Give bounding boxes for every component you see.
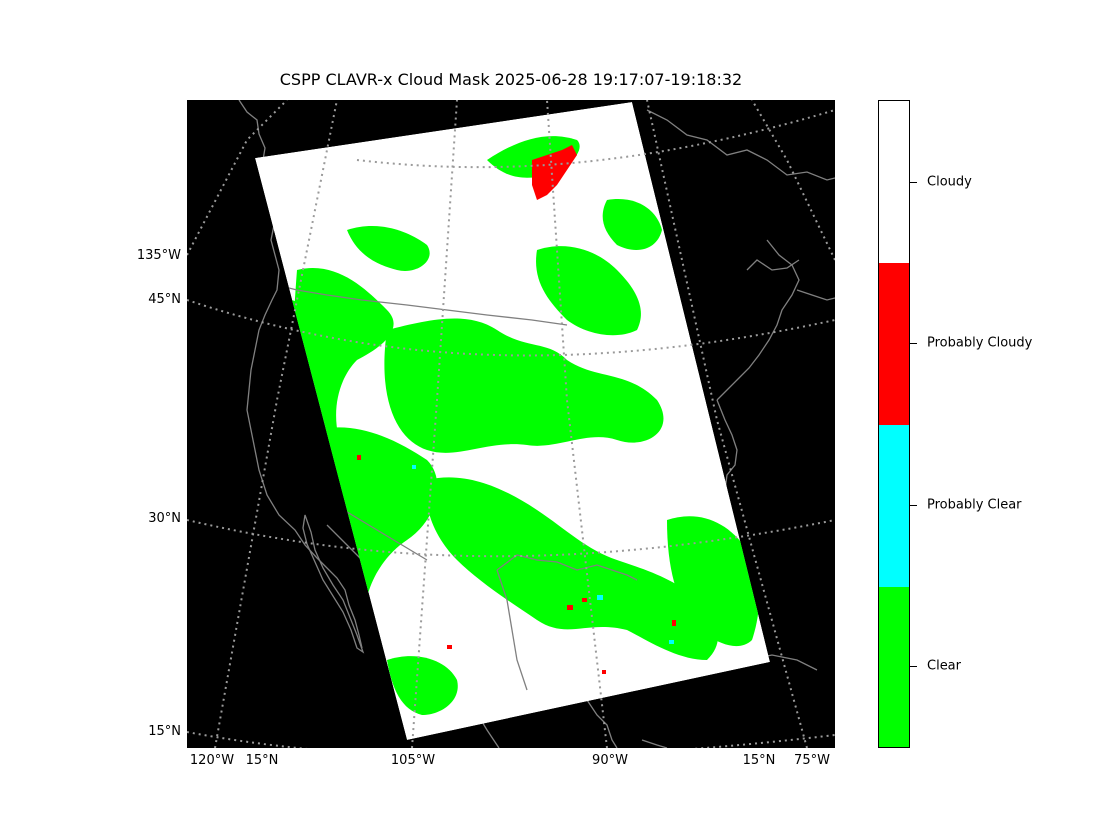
gridline-60w xyxy=(751,100,835,261)
gridline-105w xyxy=(411,100,458,748)
coastline-nova-scotia xyxy=(796,289,835,301)
left-tick-30n: 30°N xyxy=(148,511,181,526)
left-tick-135w: 135°W xyxy=(136,248,181,263)
coastline-hudson xyxy=(746,259,800,271)
coastline-baja xyxy=(302,514,365,654)
plot-title: CSPP CLAVR-x Cloud Mask 2025-06-28 19:17… xyxy=(279,70,743,89)
colorbar-label-probably-cloudy: Probably Cloudy xyxy=(927,335,1033,351)
colorbar-segment-clear xyxy=(879,587,909,747)
bottom-tick-90w: 90°W xyxy=(592,753,628,768)
colorbar-label-probably-clear: Probably Clear xyxy=(927,497,1022,513)
colorbar-segment-probably-clear xyxy=(879,425,909,587)
map-panel xyxy=(187,100,835,748)
gridline-15n xyxy=(187,731,835,748)
coastline-yucatan xyxy=(586,699,618,748)
bottom-tick-15n-right: 15°N xyxy=(742,753,776,768)
colorbar-tick-clear xyxy=(910,666,917,667)
coastline-northeast xyxy=(646,109,835,181)
gridline-45n xyxy=(187,299,835,357)
bottom-tick-120w: 120°W xyxy=(189,753,235,768)
colorbar-tick-cloudy xyxy=(910,182,917,183)
left-tick-45n: 45°N xyxy=(148,292,181,307)
colorbar-tick-probably-clear xyxy=(910,505,917,506)
probably-clear-areas xyxy=(412,465,674,644)
colorbar-segment-probably-cloudy xyxy=(879,263,909,425)
coastline-central-america xyxy=(641,739,668,748)
probably-cloudy-areas xyxy=(357,145,676,674)
gridline-75w xyxy=(646,100,808,748)
bottom-tick-105w: 105°W xyxy=(390,753,436,768)
map-svg xyxy=(187,100,835,748)
colorbar-label-cloudy: Cloudy xyxy=(927,174,972,190)
gridline-135w xyxy=(187,100,288,256)
colorbar-label-clear: Clear xyxy=(927,658,961,674)
bottom-tick-15n-left: 15°N xyxy=(245,753,279,768)
colorbar-tick-probably-cloudy xyxy=(910,343,917,344)
bottom-tick-75w: 75°W xyxy=(794,753,830,768)
colorbar-segment-cloudy xyxy=(879,101,909,263)
gridline-60n xyxy=(356,109,835,169)
colorbar xyxy=(878,100,910,748)
left-tick-15n: 15°N xyxy=(148,724,181,739)
graticule xyxy=(187,100,835,748)
gridline-30n xyxy=(187,519,835,558)
